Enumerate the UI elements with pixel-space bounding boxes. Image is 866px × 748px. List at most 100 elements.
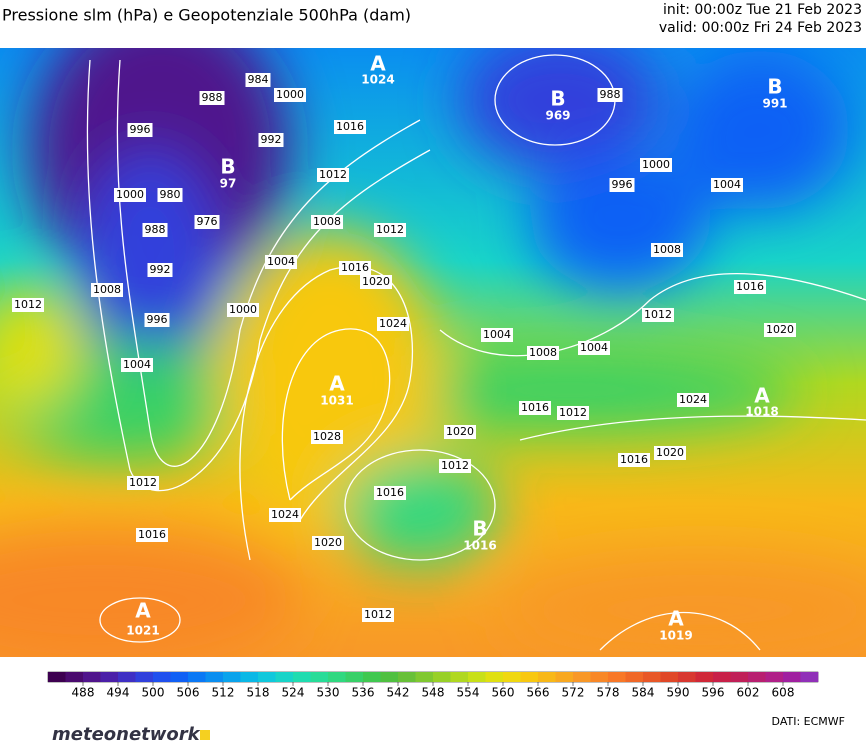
isobar-label-text: 988 [145, 223, 166, 236]
colorbar-swatch [520, 672, 539, 682]
isobar-label: 1004 [265, 255, 297, 269]
colorbar-swatch [800, 672, 819, 682]
colorbar-label: 512 [212, 686, 235, 700]
isobar-label-box [144, 313, 170, 327]
colorbar-swatch [433, 672, 451, 682]
colorbar-label: 548 [422, 686, 445, 700]
isobar-label: 1004 [481, 328, 513, 342]
colorbar-swatch [345, 672, 364, 682]
isobar-label-box [269, 508, 301, 522]
isobar-label: 996 [144, 313, 170, 327]
center-symbol: B [220, 155, 235, 179]
isobar-label: 980 [157, 188, 183, 202]
isobar-label-box [194, 215, 220, 229]
isobar-label: 1016 [519, 401, 551, 415]
isobar-label-text: 1020 [314, 536, 342, 549]
colorbar-label: 530 [317, 686, 340, 700]
center-value: 1024 [361, 73, 394, 87]
isobar-label-box [444, 425, 476, 439]
isobar-label-box [258, 133, 284, 147]
isobar-label-box [677, 393, 709, 407]
colorbar-label: 488 [72, 686, 95, 700]
isobar-label: 1004 [578, 341, 610, 355]
isobar-label-box [317, 168, 349, 182]
colorbar-label: 506 [177, 686, 200, 700]
init-time: init: 00:00z Tue 21 Feb 2023 [663, 2, 862, 18]
isobar-label-text: 1020 [656, 446, 684, 459]
isobar-label-box [481, 328, 513, 342]
colorbar-swatch [765, 672, 784, 682]
isobar-label: 1028 [311, 430, 343, 444]
colorbar-swatch [660, 672, 679, 682]
isobar-label-box [334, 120, 366, 134]
map [0, 48, 866, 657]
colorbar-swatch [555, 672, 574, 682]
isobar-label-text: 1012 [364, 608, 392, 621]
isobar-label-box [127, 123, 153, 137]
isobar-label-text: 1008 [653, 243, 681, 256]
isobar-label: 1008 [527, 346, 559, 360]
colorbar-swatch [275, 672, 294, 682]
colorbar-swatch [485, 672, 504, 682]
isobar-label-text: 1020 [446, 425, 474, 438]
isobar-label: 1012 [362, 608, 394, 622]
isobar-label-text: 1008 [313, 215, 341, 228]
colorbar-swatch [573, 672, 591, 682]
colorbar-swatch [363, 672, 381, 682]
colorbar-swatch [65, 672, 84, 682]
isobar-label: 976 [194, 215, 220, 229]
isobar-label-text: 980 [160, 188, 181, 201]
isobar-label-box [245, 73, 271, 87]
colorbar-swatch [118, 672, 136, 682]
colorbar-swatch [380, 672, 399, 682]
isobar-label-text: 1012 [14, 298, 42, 311]
isobar-label-box [654, 446, 686, 460]
isobar-label-text: 1004 [123, 358, 151, 371]
isobar-label-text: 1020 [362, 275, 390, 288]
isobar-label: 1008 [91, 283, 123, 297]
isobar-label-text: 1008 [529, 346, 557, 359]
isobar-label: 1020 [312, 536, 344, 550]
isobar-label-box [136, 528, 168, 542]
colorbar-swatch [730, 672, 749, 682]
isobar-label-text: 992 [150, 263, 171, 276]
colorbar-label: 590 [667, 686, 690, 700]
isobar-label-box [609, 178, 635, 192]
colorbar-label: 572 [562, 686, 585, 700]
isobar-label: 996 [609, 178, 635, 192]
colorbar-swatch [608, 672, 626, 682]
colorbar-label: 596 [702, 686, 725, 700]
isobar-label: 1012 [127, 476, 159, 490]
colorbar-swatch [293, 672, 311, 682]
isobar-label-box [265, 255, 297, 269]
isobar-label-box [311, 215, 343, 229]
colorbar-swatch [625, 672, 644, 682]
colorbar-swatch [48, 672, 66, 682]
isobar-label-text: 1000 [276, 88, 304, 101]
center-symbol: A [135, 599, 151, 623]
center-value: 991 [762, 97, 787, 111]
isobar-label-box [557, 406, 589, 420]
isobar-label: 996 [127, 123, 153, 137]
isobar-label-box [764, 323, 796, 337]
isobar-label-text: 1000 [116, 188, 144, 201]
isobar-label-text: 1004 [267, 255, 295, 268]
isobar-label: 1012 [317, 168, 349, 182]
colorbar-swatch [468, 672, 486, 682]
isobar-label-text: 1012 [644, 308, 672, 321]
isobar-label-text: 1012 [319, 168, 347, 181]
colorbar-label: 536 [352, 686, 375, 700]
colorbar-swatch [748, 672, 766, 682]
colorbar-swatch [240, 672, 259, 682]
isobar-label: 992 [258, 133, 284, 147]
isobar-label-text: 1012 [559, 406, 587, 419]
isobar-label: 1012 [439, 459, 471, 473]
isobar-label-text: 988 [600, 88, 621, 101]
isobar-label-text: 1004 [713, 178, 741, 191]
center-symbol: A [370, 52, 386, 76]
title: Pressione slm (hPa) e Geopotenziale 500h… [2, 6, 411, 25]
isobar-label-text: 992 [261, 133, 282, 146]
isobar-label: 1016 [734, 280, 766, 294]
isobar-label: 1012 [557, 406, 589, 420]
isobar-label-box [377, 317, 409, 331]
